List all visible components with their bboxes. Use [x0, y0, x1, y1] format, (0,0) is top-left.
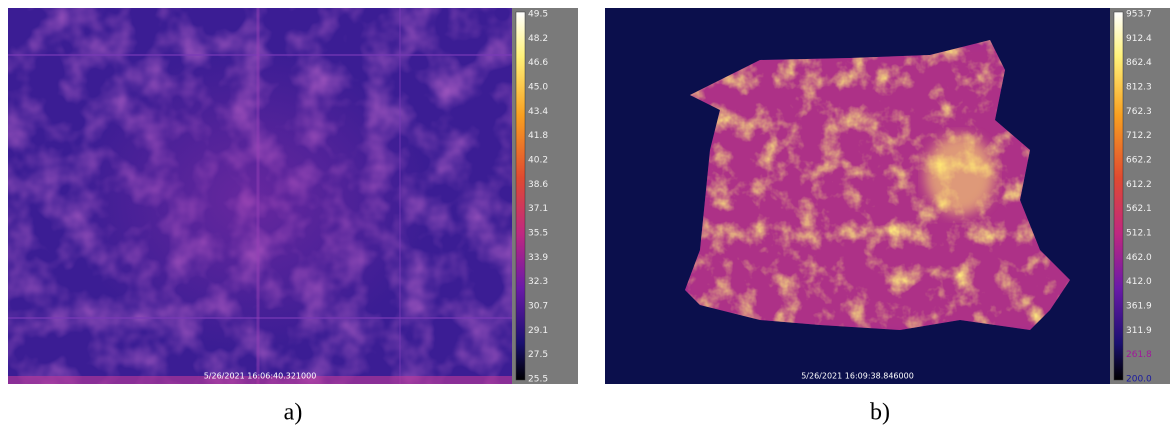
colorbar-label: 762.3	[1126, 107, 1152, 117]
colorbar	[1113, 11, 1124, 381]
caption: a)	[284, 400, 303, 426]
colorbar-label: 712.2	[1126, 131, 1152, 141]
colorbar-label: 25.5	[528, 375, 548, 385]
colorbar-label: 412.0	[1126, 277, 1152, 287]
timestamp: 5/26/2021 16:09:38.846000	[801, 372, 914, 381]
colorbar-label: 912.4	[1126, 34, 1152, 44]
colorbar-label: 38.6	[528, 180, 548, 190]
colorbar-label: 41.8	[528, 131, 548, 141]
colorbar	[515, 11, 526, 381]
colorbar-label: 311.9	[1126, 326, 1152, 336]
hot-spot	[925, 135, 995, 215]
panel-a	[8, 8, 578, 384]
colorbar-label: 37.1	[528, 204, 548, 214]
colorbar-label: 261.8	[1126, 350, 1152, 360]
colorbar-label: 662.2	[1126, 156, 1152, 166]
colorbar-label: 512.1	[1126, 229, 1152, 239]
colorbar-label: 45.0	[528, 83, 548, 93]
caption: b)	[870, 400, 890, 426]
colorbar-label: 35.5	[528, 229, 548, 239]
colorbar-label: 612.2	[1126, 180, 1152, 190]
colorbar-label: 27.5	[528, 350, 548, 360]
colorbar-label: 200.0	[1126, 375, 1152, 385]
colorbar-label: 43.4	[528, 107, 548, 117]
colorbar-label: 361.9	[1126, 302, 1152, 312]
colorbar-label: 812.3	[1126, 83, 1152, 93]
colorbar-label: 33.9	[528, 253, 548, 263]
colorbar-label: 40.2	[528, 156, 548, 166]
colorbar-label: 30.7	[528, 302, 548, 312]
timestamp: 5/26/2021 16:06:40.321000	[204, 372, 317, 381]
colorbar-label: 49.5	[528, 10, 548, 20]
colorbar-label: 48.2	[528, 34, 548, 44]
colorbar-label: 32.3	[528, 277, 548, 287]
thermal-glow	[70, 50, 430, 350]
colorbar-label: 462.0	[1126, 253, 1152, 263]
panel-b	[605, 8, 1170, 384]
colorbar-label: 862.4	[1126, 58, 1152, 68]
colorbar-label: 46.6	[528, 58, 548, 68]
colorbar-label: 953.7	[1126, 10, 1152, 20]
colorbar-label: 562.1	[1126, 204, 1152, 214]
colorbar-label: 29.1	[528, 326, 548, 336]
bottom-edge	[8, 376, 512, 384]
